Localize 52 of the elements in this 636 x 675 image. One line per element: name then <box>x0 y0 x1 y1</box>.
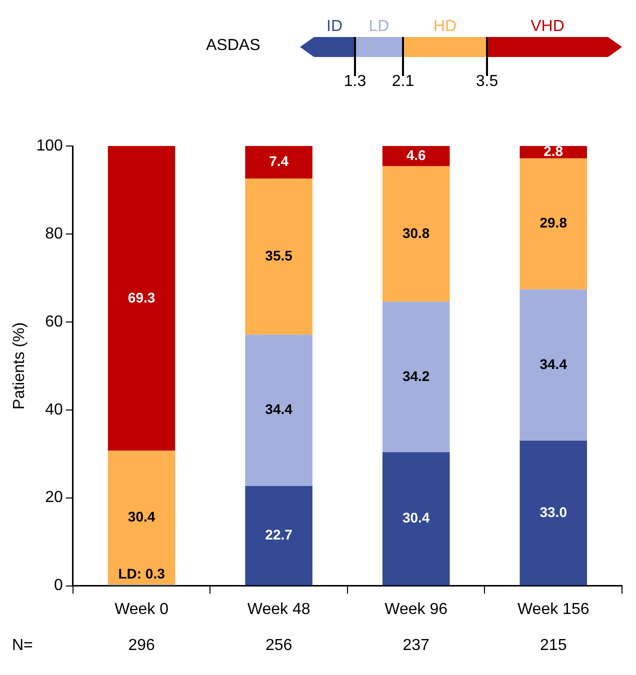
data-label: 34.2 <box>402 368 430 384</box>
text: HD <box>432 18 458 36</box>
data-label: 34.4 <box>265 401 293 418</box>
text: 237 <box>402 637 430 654</box>
data-label: 22.7 <box>265 526 293 542</box>
x-tick-label: Week 48 <box>247 600 310 618</box>
bar <box>520 440 587 586</box>
data-label: 2.8 <box>544 143 564 160</box>
data-label: 35.5 <box>265 247 293 264</box>
bar <box>245 178 312 335</box>
data-label: 69.3 <box>128 289 156 306</box>
x-tick-label: Week 96 <box>384 600 448 618</box>
y-tick-label: 60 <box>45 313 63 330</box>
data-label: LD: 0.3 <box>118 565 166 582</box>
bar <box>108 146 176 451</box>
data-label: 4.6 <box>406 146 426 163</box>
bar <box>245 334 312 486</box>
text: LD <box>368 18 390 36</box>
text: 256 <box>265 637 292 654</box>
text: 2.1 <box>392 73 414 91</box>
y-tick-label: 100 <box>36 137 63 154</box>
data-label: 29.8 <box>540 214 568 231</box>
y-tick-label: 80 <box>45 225 63 242</box>
data-label: 7.4 <box>269 153 289 170</box>
bar <box>382 302 450 452</box>
legend-title: ASDAS <box>206 37 260 55</box>
text: 215 <box>540 637 567 654</box>
y-axis-title: Patients (%) <box>11 322 28 410</box>
bar <box>245 146 312 179</box>
bar <box>520 158 587 290</box>
y-tick-label: 0 <box>54 577 63 594</box>
x-tick-label: Week 156 <box>517 600 590 618</box>
data-label: 30.4 <box>128 508 156 524</box>
data-label: 33.0 <box>540 504 568 520</box>
y-tick-label: 40 <box>45 401 63 418</box>
text: N= <box>12 637 33 654</box>
text: 296 <box>128 637 155 654</box>
bar <box>520 289 587 441</box>
bar <box>382 146 450 166</box>
bar <box>382 452 450 586</box>
bar <box>245 486 312 586</box>
text: 1.3 <box>344 73 366 91</box>
text: ID <box>326 18 344 36</box>
data-label: 30.4 <box>402 510 430 526</box>
bar <box>108 450 176 584</box>
text: VHD <box>530 18 566 36</box>
bar <box>382 166 450 302</box>
text: 3.5 <box>476 73 498 91</box>
data-label: 30.8 <box>402 224 430 241</box>
y-tick-label: 20 <box>45 489 63 506</box>
data-label: 34.4 <box>540 356 568 372</box>
x-tick-label: Week 0 <box>114 600 169 618</box>
